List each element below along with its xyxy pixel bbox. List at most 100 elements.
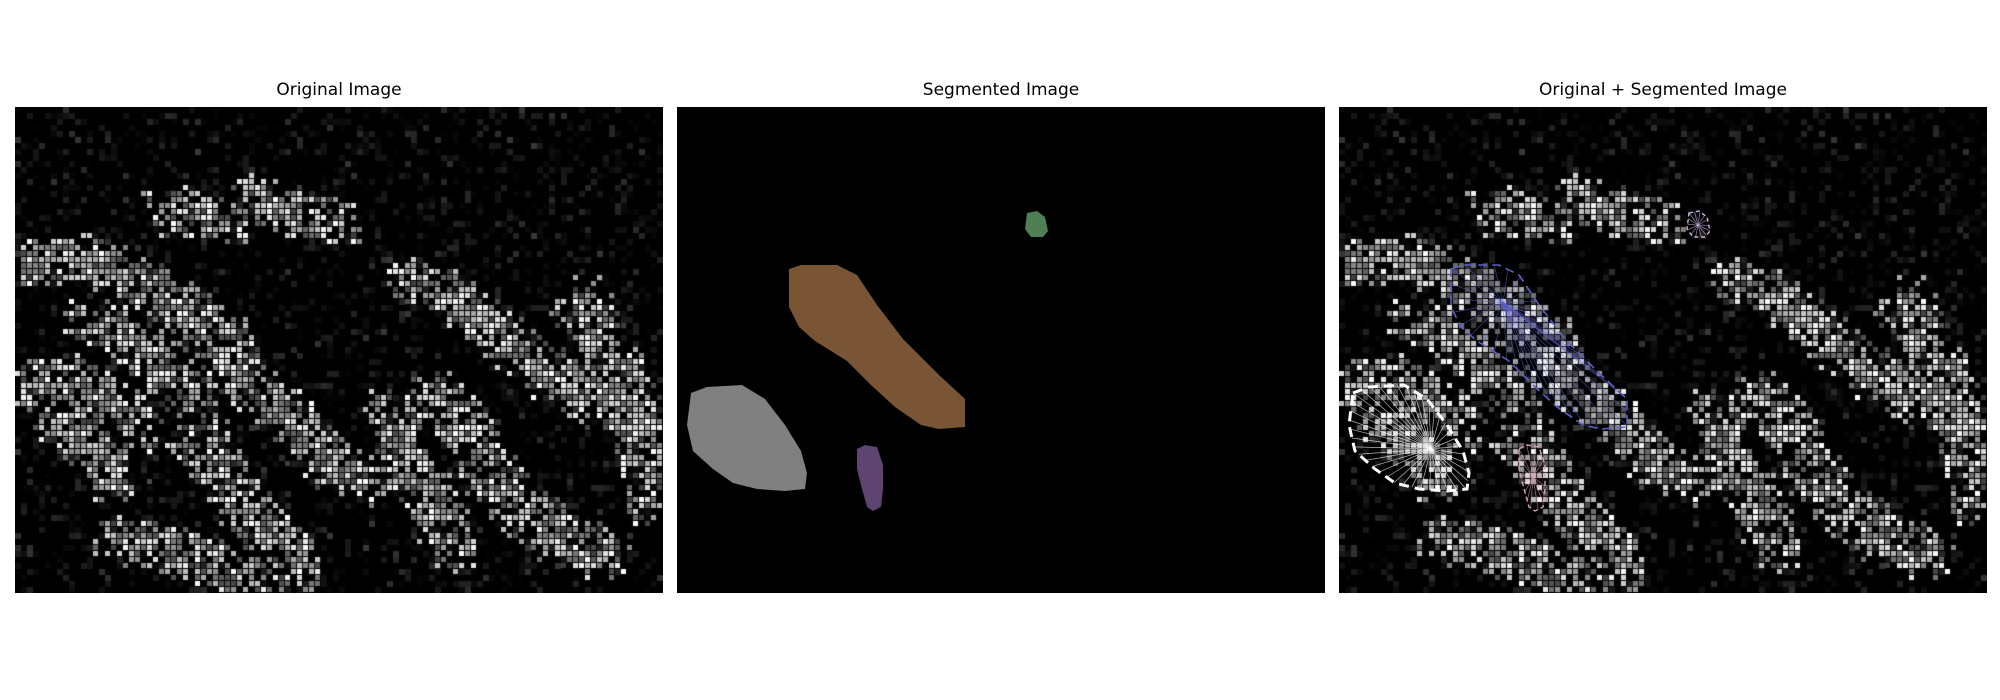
- white-ray: [1430, 438, 1456, 450]
- blue-ray: [1479, 264, 1504, 304]
- pink-ray: [1518, 466, 1534, 478]
- blue-ray: [1502, 302, 1555, 325]
- blue-ray: [1502, 302, 1529, 381]
- blue-ray: [1450, 283, 1504, 304]
- white-ray: [1430, 448, 1469, 473]
- blue-ray: [1502, 302, 1600, 429]
- pink-ray: [1532, 460, 1544, 478]
- white-ray: [1361, 389, 1432, 450]
- white-ray: [1430, 448, 1449, 492]
- panel-segmented: Segmented Image: [677, 0, 1325, 700]
- white-ray: [1430, 422, 1446, 450]
- white-ray: [1413, 390, 1432, 450]
- blue-ray: [1464, 264, 1504, 304]
- blue-ray: [1502, 269, 1509, 304]
- panel-original: Original Image: [15, 0, 663, 700]
- pink-region-rays: [1518, 445, 1546, 510]
- white-ray: [1430, 448, 1458, 491]
- pink-ray: [1532, 476, 1546, 487]
- white-ray: [1351, 401, 1432, 450]
- white-ray: [1349, 419, 1432, 450]
- white-ray: [1351, 437, 1432, 450]
- blue-ray: [1494, 302, 1504, 353]
- white-ray: [1429, 448, 1432, 490]
- original-image: [15, 107, 663, 593]
- pink-ray: [1532, 476, 1539, 510]
- panel-overlay: Original + Segmented Image: [1339, 0, 1987, 700]
- blue-ray: [1502, 302, 1573, 418]
- panel-title-segmented: Segmented Image: [922, 80, 1080, 100]
- blue-ray: [1502, 302, 1626, 398]
- blue-ray: [1502, 302, 1561, 410]
- blue-contour: [1450, 264, 1628, 430]
- gray-region: [687, 385, 807, 491]
- white-ray: [1421, 395, 1432, 450]
- pink-ray: [1518, 457, 1534, 478]
- blue-ray: [1502, 276, 1521, 304]
- white-ray: [1430, 448, 1467, 464]
- white-ray: [1430, 415, 1441, 450]
- segmented-image: [677, 107, 1325, 593]
- overlay-image: [1339, 107, 1987, 593]
- blue-ray: [1502, 302, 1586, 426]
- white-ray: [1430, 448, 1469, 482]
- panel-title-overlay: Original + Segmented Image: [1539, 80, 1787, 100]
- blue-ray: [1502, 302, 1546, 314]
- lavender-ray: [1697, 211, 1701, 226]
- lavender-ray: [1688, 212, 1699, 226]
- pink-ray: [1522, 476, 1534, 484]
- white-ray: [1354, 446, 1432, 450]
- white-ray: [1369, 386, 1432, 450]
- pink-ray: [1524, 476, 1534, 493]
- white-region-rays: [1349, 385, 1469, 492]
- white-ray: [1411, 448, 1432, 488]
- blue-ray: [1470, 302, 1504, 336]
- white-ray: [1372, 448, 1432, 467]
- blue-ray: [1481, 302, 1504, 345]
- white-ray: [1430, 408, 1435, 450]
- blue-ray: [1502, 302, 1628, 412]
- blue-ray: [1502, 302, 1518, 370]
- white-ray: [1350, 410, 1432, 450]
- segmented-background: [677, 107, 1325, 593]
- green-region: [1025, 211, 1048, 237]
- purple-region: [857, 445, 883, 511]
- contour-overlay: [1347, 210, 1711, 512]
- white-ray: [1397, 385, 1432, 450]
- white-ray: [1428, 401, 1432, 450]
- lavender-contour: [1686, 210, 1711, 238]
- white-ray: [1349, 428, 1432, 450]
- lavender-ray: [1687, 224, 1699, 226]
- blue-ray: [1502, 302, 1508, 360]
- lavender-ray: [1697, 219, 1708, 226]
- blue-ray: [1450, 297, 1504, 304]
- blue-ray: [1502, 302, 1628, 427]
- lavender-ray: [1688, 218, 1699, 226]
- blue-ray: [1459, 302, 1504, 326]
- lavender-ray: [1697, 224, 1711, 232]
- white-ray: [1430, 448, 1464, 455]
- pink-ray: [1526, 445, 1534, 478]
- pink-ray: [1532, 451, 1541, 478]
- blue-ray: [1502, 302, 1573, 348]
- white-ray: [1379, 448, 1432, 473]
- lavender-ray: [1697, 215, 1705, 226]
- pink-ray: [1532, 446, 1536, 478]
- lavender-ray: [1694, 211, 1699, 226]
- white-ray: [1430, 430, 1451, 450]
- brown-region: [789, 265, 965, 429]
- blue-ray: [1453, 302, 1504, 313]
- white-ray: [1420, 448, 1432, 490]
- white-ray: [1352, 392, 1432, 450]
- pink-ray: [1532, 468, 1546, 478]
- lavender-ray: [1697, 224, 1707, 236]
- pink-contour: [1518, 444, 1546, 512]
- lavender-region-rays: [1687, 211, 1711, 238]
- white-ray: [1430, 445, 1461, 450]
- lavender-ray: [1690, 224, 1699, 235]
- white-ray: [1394, 448, 1432, 483]
- blue-region-rays: [1450, 264, 1628, 429]
- panel-title-original: Original Image: [276, 80, 402, 100]
- lavender-ray: [1687, 224, 1699, 231]
- white-ray: [1405, 386, 1432, 450]
